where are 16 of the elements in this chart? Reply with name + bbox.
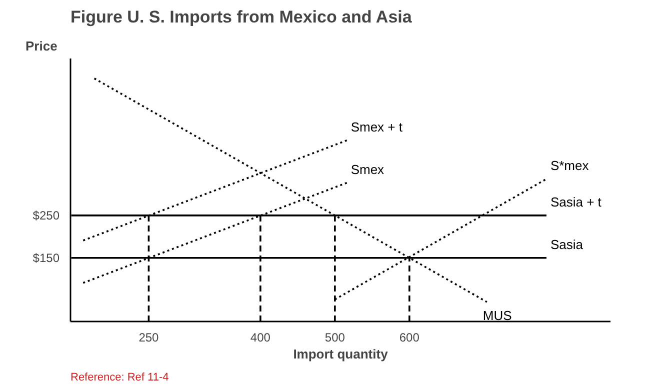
y-axis-title: Price: [26, 38, 58, 54]
series-label: Sasia: [550, 236, 584, 252]
x-tick-label: 400: [250, 330, 271, 344]
series-label: MUS: [482, 308, 512, 323]
x-tick-label: 500: [324, 330, 346, 344]
series-label: Smex: [350, 162, 385, 177]
series-label: Sasia + t: [550, 194, 602, 210]
x-axis-title: Import quantity: [293, 346, 389, 362]
chart-title: Figure U. S. Imports from Mexico and Asia: [70, 8, 412, 26]
x-tick-label: 250: [138, 330, 160, 344]
x-tick-label: 600: [399, 330, 420, 344]
series-label: S*mex: [550, 158, 590, 173]
series-label: Smex + t: [350, 119, 403, 134]
y-tick-label: $250: [32, 208, 60, 222]
y-tick-label: $150: [32, 250, 60, 265]
text: Reference: Ref 11-4: [70, 372, 169, 384]
